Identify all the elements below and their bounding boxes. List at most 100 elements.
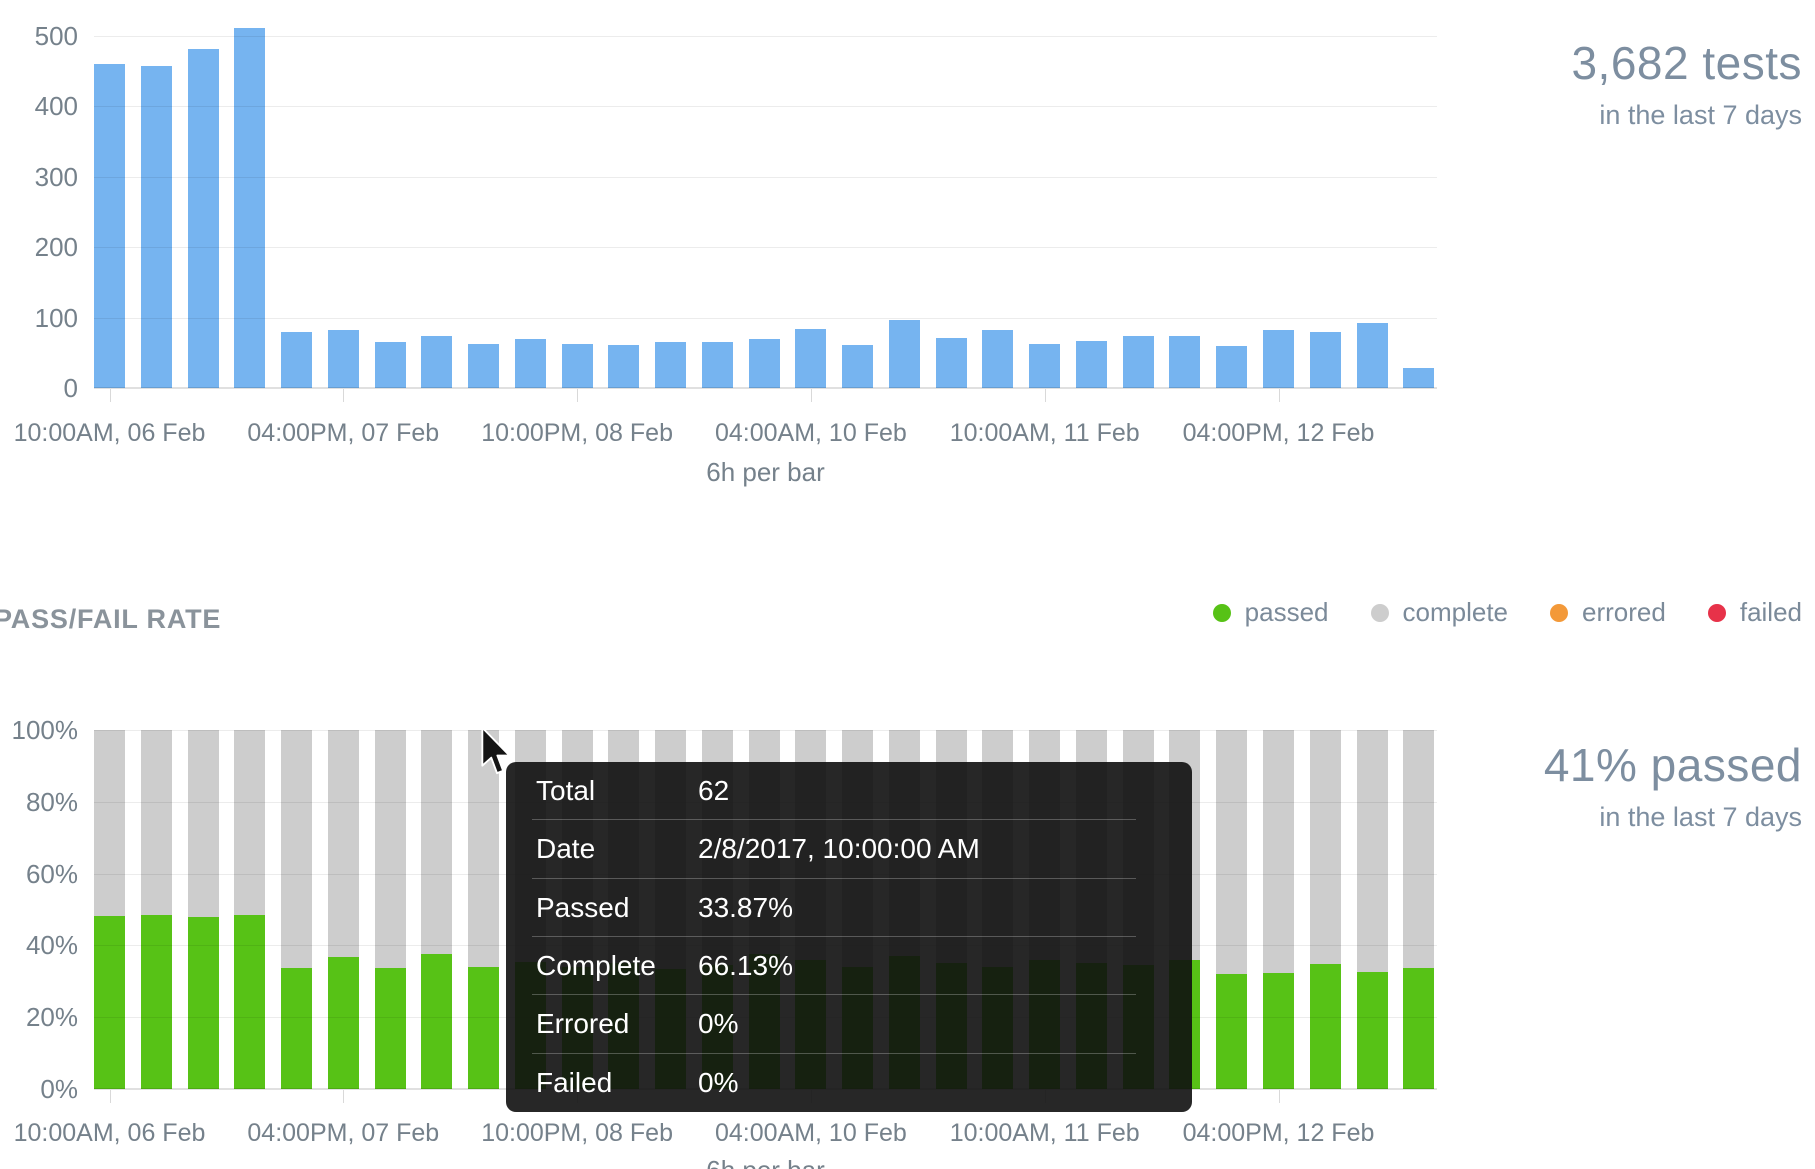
complete-bar-segment[interactable] xyxy=(140,730,172,915)
volume-bar[interactable] xyxy=(468,344,500,388)
x-axis-tick-label: 04:00AM, 10 Feb xyxy=(714,1119,907,1147)
complete-bar-segment[interactable] xyxy=(468,730,500,968)
tooltip-row-date: Date 2/8/2017, 10:00:00 AM xyxy=(506,820,1192,879)
volume-bar[interactable] xyxy=(140,65,172,388)
tooltip-label: Passed xyxy=(536,891,630,923)
complete-bar-segment[interactable] xyxy=(421,730,453,954)
tooltip-label: Errored xyxy=(536,1008,630,1040)
tooltip-value: 2/8/2017, 10:00:00 AM xyxy=(698,833,980,865)
volume-bar[interactable] xyxy=(421,335,453,388)
passed-bar-segment[interactable] xyxy=(187,916,219,1089)
passed-bar-segment[interactable] xyxy=(327,956,359,1089)
volume-bar[interactable] xyxy=(1216,345,1248,388)
passed-bar-segment[interactable] xyxy=(374,968,406,1089)
tooltip-row-total: Total 62 xyxy=(506,762,1192,821)
x-axis-tick-label: 04:00AM, 10 Feb xyxy=(714,419,907,447)
legend-item-complete[interactable]: complete xyxy=(1370,597,1508,628)
volume-bar[interactable] xyxy=(982,330,1014,388)
volume-bar[interactable] xyxy=(748,338,780,388)
volume-bar[interactable] xyxy=(1169,335,1201,388)
volume-bar[interactable] xyxy=(1075,340,1107,388)
x-axis-tick xyxy=(343,389,345,402)
volume-bar[interactable] xyxy=(1263,330,1294,388)
tests-count-kpi: 3,682 tests in the last 7 days xyxy=(1571,36,1802,131)
mouse-cursor-icon xyxy=(480,726,514,780)
volume-bar[interactable] xyxy=(561,344,593,388)
volume-bar[interactable] xyxy=(1309,331,1341,388)
legend-item-passed[interactable]: passed xyxy=(1212,597,1329,628)
volume-bar[interactable] xyxy=(888,319,920,388)
passed-bar-segment[interactable] xyxy=(1309,963,1341,1089)
complete-bar-segment[interactable] xyxy=(234,730,266,915)
complete-bar-segment[interactable] xyxy=(374,730,406,969)
volume-bar[interactable] xyxy=(935,338,967,388)
x-axis-tick-label: 10:00AM, 06 Feb xyxy=(13,1119,206,1147)
passed-bar-segment[interactable] xyxy=(94,915,125,1089)
complete-bar-segment[interactable] xyxy=(1356,730,1388,972)
complete-bar-segment[interactable] xyxy=(1403,730,1435,969)
x-axis-tick-label: 10:00AM, 06 Feb xyxy=(13,419,206,447)
pass-fail-legend: passed complete errored failed xyxy=(1212,597,1802,628)
legend-label: errored xyxy=(1582,597,1666,627)
passed-bar-segment[interactable] xyxy=(1263,973,1294,1089)
passed-bar-segment[interactable] xyxy=(1216,974,1248,1089)
x-axis-tick xyxy=(1278,389,1280,402)
y-axis-tick-label: 20% xyxy=(25,1002,78,1033)
errored-dot-icon xyxy=(1550,603,1569,622)
volume-bar[interactable] xyxy=(1122,335,1154,388)
volume-bar[interactable] xyxy=(187,48,219,388)
volume-bar[interactable] xyxy=(1029,344,1061,388)
volume-bar[interactable] xyxy=(842,345,874,388)
tooltip-row-complete: Complete 66.13% xyxy=(506,937,1192,996)
volume-bar[interactable] xyxy=(1403,368,1435,388)
volume-bar[interactable] xyxy=(374,342,406,388)
passed-bar-segment[interactable] xyxy=(1356,971,1388,1089)
volume-bar[interactable] xyxy=(94,64,125,388)
volume-bar[interactable] xyxy=(281,331,313,388)
complete-bar-segment[interactable] xyxy=(1263,730,1294,974)
gridline xyxy=(94,106,1437,108)
tooltip-label: Total xyxy=(536,775,596,807)
x-axis-tick xyxy=(577,389,579,402)
passed-bar-segment[interactable] xyxy=(468,967,500,1089)
gridline xyxy=(94,176,1437,178)
failed-dot-icon xyxy=(1707,603,1726,622)
x-axis-tick-label: 10:00PM, 08 Feb xyxy=(481,1119,673,1147)
volume-bar[interactable] xyxy=(795,328,827,388)
y-axis-tick-label: 0 xyxy=(63,373,78,403)
passed-dot-icon xyxy=(1212,603,1231,622)
gridline xyxy=(94,317,1437,319)
y-axis-tick-label: 40% xyxy=(25,930,78,961)
passed-bar-segment[interactable] xyxy=(1403,968,1435,1089)
passed-bar-segment[interactable] xyxy=(140,914,172,1089)
x-axis-tick-label: 04:00PM, 12 Feb xyxy=(1182,419,1375,447)
tooltip-value: 62 xyxy=(698,775,730,807)
volume-bar[interactable] xyxy=(608,345,640,388)
y-axis-tick-label: 100% xyxy=(11,715,79,745)
volume-bar[interactable] xyxy=(701,342,733,388)
passed-bar-segment[interactable] xyxy=(421,953,453,1089)
passed-bar-segment[interactable] xyxy=(281,968,313,1089)
x-axis-caption: 6h per bar xyxy=(706,457,825,487)
legend-item-failed[interactable]: failed xyxy=(1707,597,1802,628)
complete-bar-segment[interactable] xyxy=(1309,730,1341,964)
tooltip-label: Complete xyxy=(536,950,656,982)
complete-bar-segment[interactable] xyxy=(327,730,359,957)
volume-bar[interactable] xyxy=(327,330,359,388)
complete-dot-icon xyxy=(1370,603,1389,622)
volume-bar[interactable] xyxy=(655,342,687,388)
passed-bar-segment[interactable] xyxy=(234,914,266,1089)
volume-bar[interactable] xyxy=(514,338,546,388)
complete-bar-segment[interactable] xyxy=(1216,730,1248,975)
volume-bar[interactable] xyxy=(1356,323,1388,388)
volume-bar[interactable] xyxy=(234,27,266,388)
complete-bar-segment[interactable] xyxy=(187,730,219,917)
complete-bar-segment[interactable] xyxy=(94,730,125,916)
x-axis-tick-label: 10:00AM, 11 Feb xyxy=(949,1119,1140,1147)
x-axis-tick xyxy=(109,1090,111,1103)
legend-item-errored[interactable]: errored xyxy=(1550,597,1666,628)
complete-bar-segment[interactable] xyxy=(281,730,313,969)
y-axis-tick-label: 500 xyxy=(34,21,78,51)
